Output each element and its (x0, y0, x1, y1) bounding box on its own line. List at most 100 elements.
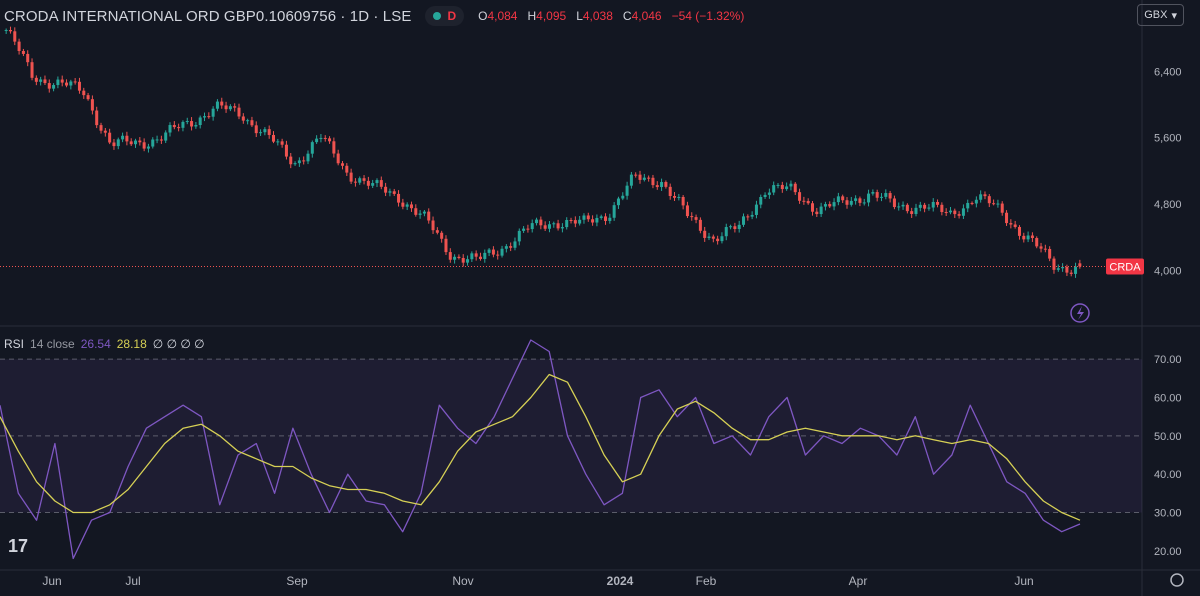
candle-body (297, 160, 301, 164)
candle-body (741, 216, 746, 225)
candle-body (884, 193, 888, 197)
candle-body (703, 230, 707, 238)
data-indicator: D (447, 9, 457, 23)
candle-body (202, 116, 207, 118)
candle-body (366, 180, 370, 186)
candle-body (453, 256, 457, 260)
candle-body (763, 194, 767, 198)
candle-body (867, 193, 871, 203)
candle-body (134, 140, 138, 145)
candle-body (681, 196, 685, 206)
candle-body (892, 198, 896, 208)
rsi-axis-label: 20.00 (1154, 546, 1182, 558)
candle-body (810, 203, 815, 212)
candle-body (591, 219, 595, 223)
time-axis-label: Jun (42, 574, 61, 588)
candle-body (491, 249, 495, 255)
tradingview-logo-icon: 17 (8, 536, 28, 556)
candle-body (1022, 235, 1026, 240)
candle-body (517, 230, 521, 242)
candle-body (569, 220, 573, 222)
candle-body (220, 101, 224, 106)
candle-body (1043, 248, 1047, 250)
candle-body (306, 153, 310, 162)
rsi-value: 26.54 (80, 337, 111, 351)
candle-body (138, 140, 142, 143)
time-axis-label: Feb (696, 574, 717, 588)
candle-body (319, 137, 323, 139)
currency-label: GBX (1144, 9, 1168, 21)
candle-body (194, 125, 198, 127)
candle-body (927, 207, 931, 209)
candle-body (448, 252, 452, 260)
market-status-pill[interactable]: D (425, 6, 465, 26)
time-axis-label: Jun (1014, 574, 1033, 588)
lightning-bolt-icon (1077, 306, 1084, 320)
candle-body (207, 116, 211, 118)
candle-body (522, 228, 526, 231)
candle-body (336, 153, 340, 164)
candle-body (914, 207, 918, 214)
candle-body (215, 101, 219, 109)
time-axis-label: Apr (849, 574, 868, 588)
candle-body (142, 142, 146, 149)
candle-body (1005, 212, 1009, 224)
candle-body (168, 125, 172, 133)
candle-body (836, 196, 840, 203)
candle-body (599, 216, 603, 218)
candle-body (897, 206, 901, 208)
candle-body (621, 195, 625, 199)
candle-body (953, 210, 957, 215)
candle-body (52, 85, 56, 89)
candle-body (69, 81, 73, 86)
candle-body (685, 205, 689, 217)
candle-body (901, 204, 905, 207)
candle-body (392, 191, 396, 194)
candle-body (211, 108, 215, 117)
candle-body (673, 196, 677, 198)
rsi-params: 14 close (30, 337, 75, 351)
rsi-axis-label: 70.00 (1154, 354, 1182, 366)
candle-body (535, 219, 539, 224)
candle-body (345, 165, 349, 173)
candle-body (690, 216, 694, 218)
candle-body (586, 215, 590, 220)
candle-body (95, 110, 99, 126)
symbol-title[interactable]: CRODA INTERNATIONAL ORD GBP0.10609756 · … (4, 7, 412, 25)
candle-body (595, 217, 599, 223)
candle-body (237, 107, 241, 117)
candle-body (478, 256, 482, 259)
ohlc-item: L4,038 (576, 9, 613, 23)
candle-body (987, 196, 991, 204)
chevron-down-icon: ▾ (1171, 9, 1177, 22)
candle-body (767, 192, 771, 195)
candle-body (974, 199, 978, 204)
candle-body (431, 220, 435, 231)
rsi-legend[interactable]: RSI 14 close 26.54 28.18 ∅ ∅ ∅ ∅ (4, 337, 205, 351)
candle-body (513, 241, 517, 248)
candle-body (340, 163, 345, 166)
candle-body (823, 204, 827, 207)
candle-body (418, 213, 422, 215)
candle-body (578, 219, 582, 224)
candle-body (125, 135, 129, 142)
candle-body (1052, 258, 1056, 270)
candle-body (668, 186, 672, 197)
candle-body (185, 121, 189, 123)
candle-body (276, 141, 280, 143)
candle-body (328, 138, 332, 142)
candle-body (729, 226, 733, 228)
candle-body (405, 204, 409, 207)
candle-body (487, 249, 491, 253)
candle-body (647, 177, 651, 179)
candle-body (323, 137, 327, 139)
candle-body (435, 230, 439, 233)
currency-selector[interactable]: GBX ▾ (1137, 4, 1184, 26)
rsi-axis-label: 50.00 (1154, 431, 1182, 443)
candle-body (457, 256, 461, 258)
candle-body (849, 200, 853, 205)
candle-body (819, 206, 823, 215)
candle-body (228, 106, 232, 110)
candle-body (660, 182, 664, 188)
